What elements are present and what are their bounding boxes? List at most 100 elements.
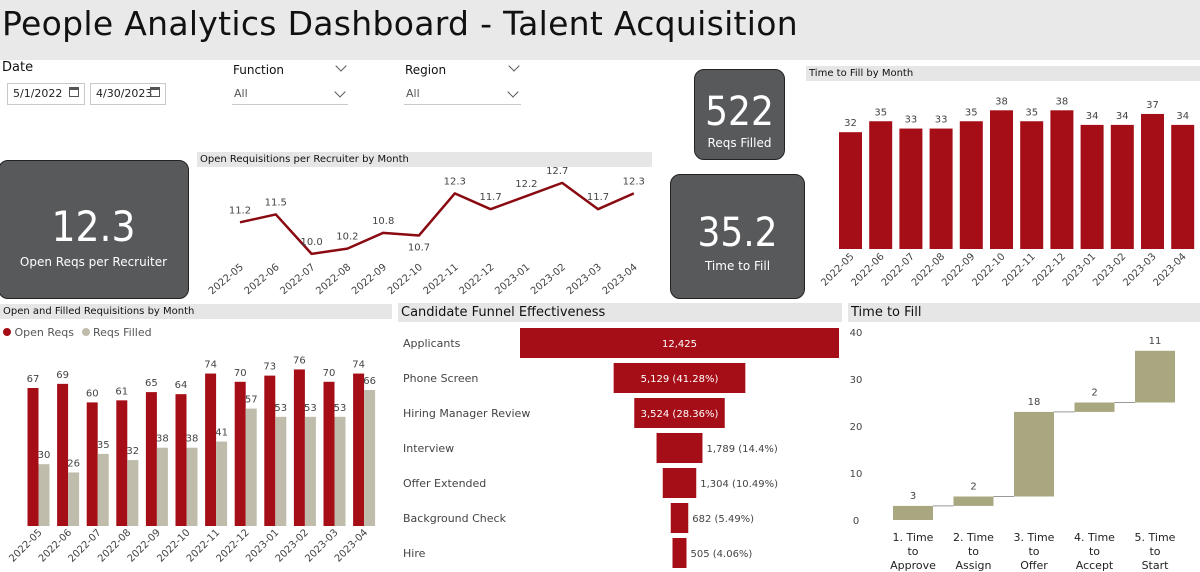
data-label: 74 bbox=[352, 360, 365, 371]
x-tick-label-line: Offer bbox=[1020, 559, 1048, 572]
bar bbox=[990, 110, 1013, 249]
data-label: 34 bbox=[1116, 111, 1129, 122]
data-label: 67 bbox=[27, 374, 40, 385]
data-label: 1,304 (10.49%) bbox=[700, 479, 778, 490]
data-label: 12,425 bbox=[662, 339, 697, 350]
bar bbox=[1141, 113, 1164, 249]
x-tick-label-line: 2. Time bbox=[953, 531, 994, 544]
x-tick-label: 2. Time to Assign bbox=[953, 531, 994, 572]
x-tick-label: 2022-09 bbox=[350, 262, 389, 297]
data-label: 66 bbox=[363, 376, 376, 387]
x-tick-label-line: 3. Time bbox=[1014, 531, 1055, 544]
data-label: 18 bbox=[1028, 397, 1041, 408]
date-start-value: 5/1/2022 bbox=[13, 87, 63, 100]
date-start-input[interactable]: 5/1/2022 bbox=[7, 83, 85, 105]
x-tick-label-line: Approve bbox=[890, 559, 936, 572]
region-select[interactable]: All bbox=[404, 85, 521, 105]
open-req-line-chart: 11.2 2022-05 11.5 2022-06 10.0 2022-07 10.2 202… bbox=[207, 166, 645, 297]
bar bbox=[1050, 110, 1074, 249]
bar bbox=[929, 128, 953, 249]
function-filter-label: Function bbox=[233, 63, 285, 77]
bar-reqs-filled bbox=[68, 472, 80, 526]
data-label: 2 bbox=[970, 482, 976, 493]
data-label: 11 bbox=[1149, 336, 1162, 347]
x-tick-label: 2022-07 bbox=[278, 262, 317, 297]
x-tick-label: 2022-12 bbox=[457, 262, 496, 297]
data-label: 11.7 bbox=[479, 192, 501, 203]
open-filled-chart: 67302022-0569262022-0660352022-076132202… bbox=[7, 355, 376, 564]
bar-open-reqs bbox=[264, 375, 276, 526]
data-label: 64 bbox=[175, 380, 188, 391]
bar-reqs-filled bbox=[275, 416, 287, 526]
category-label: Phone Screen bbox=[403, 372, 478, 385]
date-end-value: 4/30/2023 bbox=[96, 87, 153, 100]
calendar-icon[interactable] bbox=[69, 87, 79, 97]
waterfall-title: Time to Fill bbox=[848, 303, 1200, 322]
data-label: 57 bbox=[245, 395, 258, 406]
x-tick-label: 2022-06 bbox=[243, 262, 282, 297]
calendar-icon[interactable] bbox=[150, 87, 160, 97]
y-tick-label: 40 bbox=[850, 328, 863, 339]
data-label: 30 bbox=[38, 450, 51, 461]
x-tick-label: 2023-04 bbox=[333, 527, 370, 564]
bar bbox=[1080, 124, 1104, 249]
data-label: 1,789 (14.4%) bbox=[706, 444, 777, 455]
data-label: 53 bbox=[274, 403, 287, 414]
bar bbox=[869, 121, 893, 249]
bar-reqs-filled bbox=[186, 447, 198, 526]
category-label: Applicants bbox=[403, 337, 461, 350]
category-label: Background Check bbox=[403, 512, 507, 525]
data-label: 38 bbox=[186, 434, 199, 445]
time-to-fill-month-chart: 322022-05352022-06332022-07332022-083520… bbox=[819, 96, 1195, 289]
x-tick-label-line: Assign bbox=[956, 559, 992, 572]
data-label: 11.5 bbox=[265, 197, 287, 208]
date-end-input[interactable]: 4/30/2023 bbox=[90, 83, 166, 105]
bar bbox=[899, 128, 923, 249]
legend-label-open: Open Reqs bbox=[14, 326, 75, 339]
bar-open-reqs bbox=[175, 394, 187, 526]
bar-open-reqs bbox=[234, 381, 246, 526]
data-label: 12.3 bbox=[623, 176, 645, 187]
function-select[interactable]: All bbox=[232, 85, 348, 105]
x-tick-label: 2023-04 bbox=[1151, 251, 1188, 288]
bar-open-reqs bbox=[145, 392, 157, 526]
legend-label-filled: Reqs Filled bbox=[93, 326, 152, 339]
funnel-bar bbox=[634, 398, 725, 428]
x-tick-label-line: Accept bbox=[1076, 559, 1114, 572]
region-value: All bbox=[406, 87, 420, 100]
data-label: 41 bbox=[215, 428, 228, 439]
time-to-fill-label: Time to Fill bbox=[704, 259, 771, 273]
funnel-bar bbox=[672, 538, 687, 568]
data-label: 60 bbox=[86, 388, 99, 399]
x-tick-label-line: Start bbox=[1142, 559, 1170, 572]
data-label: 53 bbox=[334, 403, 347, 414]
data-label: 2 bbox=[1091, 388, 1097, 399]
x-tick-label: 2023-02 bbox=[529, 262, 568, 297]
category-label: Hiring Manager Review bbox=[403, 407, 530, 420]
x-tick-label: 2022-10 bbox=[386, 262, 425, 297]
x-tick-label-line: 1. Time bbox=[893, 531, 934, 544]
y-tick-label: 10 bbox=[850, 469, 863, 480]
x-tick-label: 5. Time to Start bbox=[1135, 531, 1176, 572]
data-label: 38 bbox=[1056, 96, 1069, 107]
x-tick-label: 2023-03 bbox=[565, 262, 604, 297]
data-label: 682 (5.49%) bbox=[692, 514, 754, 525]
data-label: 3,524 (28.36%) bbox=[641, 409, 719, 420]
open-reqs-value: 12.3 bbox=[51, 202, 136, 251]
data-label: 76 bbox=[293, 355, 306, 366]
data-label: 10.0 bbox=[300, 237, 322, 248]
legend-marker-open bbox=[3, 328, 11, 336]
data-label: 10.8 bbox=[372, 216, 394, 227]
x-tick-label: 4. Time to Accept bbox=[1074, 531, 1115, 572]
y-tick-label: 30 bbox=[850, 375, 863, 386]
legend-marker-filled bbox=[81, 328, 90, 336]
data-label: 70 bbox=[234, 368, 247, 379]
data-label: 65 bbox=[145, 378, 158, 389]
funnel-bar bbox=[656, 433, 703, 463]
bar bbox=[1020, 121, 1044, 249]
bar bbox=[1171, 124, 1195, 249]
category-label: Interview bbox=[403, 442, 454, 455]
x-tick-label-line: 5. Time bbox=[1135, 531, 1176, 544]
data-label: 505 (4.06%) bbox=[691, 549, 753, 560]
